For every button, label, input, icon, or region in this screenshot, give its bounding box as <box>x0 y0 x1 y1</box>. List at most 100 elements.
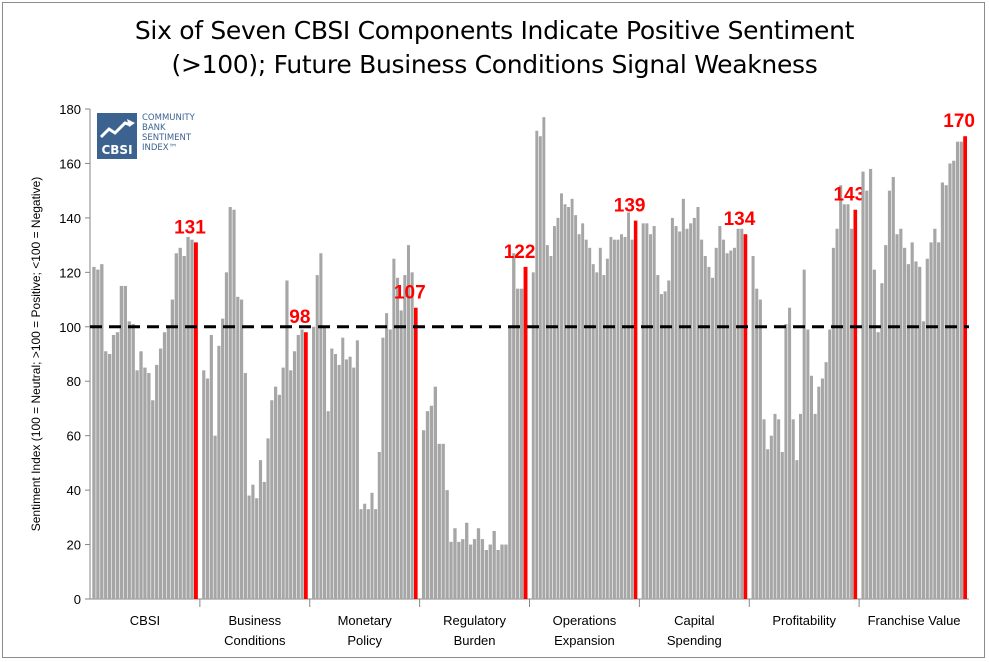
x-category-label: Spending <box>667 633 722 648</box>
bar <box>281 367 285 599</box>
bar <box>929 242 933 599</box>
bar <box>516 288 520 599</box>
bar <box>228 207 232 599</box>
bar <box>205 378 210 599</box>
y-tick-label: 60 <box>67 429 81 444</box>
x-category-label: Capital <box>674 613 715 628</box>
bar <box>300 329 304 599</box>
bar <box>549 256 553 599</box>
logo-mark: CBSI <box>97 113 137 159</box>
bar <box>846 204 850 599</box>
bar <box>111 334 116 599</box>
bar <box>906 264 910 599</box>
bar <box>612 239 616 599</box>
bar <box>123 285 127 599</box>
bar <box>162 332 167 599</box>
bar <box>445 490 449 599</box>
bar <box>388 329 392 599</box>
bar <box>224 272 229 599</box>
x-category-label: Regulatory <box>443 613 506 628</box>
y-tick-label: 120 <box>59 265 81 280</box>
latest-value-label: 98 <box>289 307 310 328</box>
bar <box>876 332 880 599</box>
latest-bar <box>523 266 528 599</box>
bar <box>937 242 941 599</box>
bar <box>588 247 592 600</box>
y-tick-label: 40 <box>67 483 81 498</box>
bar <box>903 247 907 600</box>
bar <box>213 435 217 599</box>
y-tick-label: 0 <box>74 592 81 607</box>
bar <box>251 484 255 599</box>
bar <box>652 226 656 600</box>
bar <box>147 373 151 599</box>
bar <box>352 367 356 599</box>
bar <box>630 239 634 599</box>
y-tick-label: 100 <box>59 320 81 335</box>
bar <box>158 348 163 599</box>
bar <box>453 528 457 599</box>
bar <box>174 253 178 599</box>
bar <box>449 541 453 599</box>
y-tick-label: 80 <box>67 374 81 389</box>
bar <box>190 239 194 599</box>
bar <box>813 413 817 599</box>
bar <box>861 171 865 599</box>
bar <box>232 209 236 599</box>
bar <box>667 280 671 599</box>
bar <box>678 231 682 599</box>
bar <box>762 419 766 599</box>
bar <box>468 544 473 599</box>
bar <box>799 413 803 599</box>
latest-bar <box>853 209 858 599</box>
logo-line: SENTIMENT <box>142 133 192 143</box>
bar <box>925 258 929 599</box>
bar <box>609 236 613 599</box>
bar <box>570 198 574 600</box>
bar <box>100 264 104 599</box>
latest-bar <box>193 242 198 599</box>
bar <box>696 207 700 599</box>
latest-bar <box>303 332 308 599</box>
chart-title: Six of Seven CBSI Components Indicate Po… <box>0 14 989 82</box>
bar <box>817 386 821 599</box>
bar <box>692 217 696 599</box>
bar <box>104 351 108 599</box>
bar <box>641 223 645 600</box>
bar <box>725 253 729 599</box>
bar <box>895 234 899 599</box>
bar <box>620 234 623 599</box>
bar <box>758 299 762 599</box>
bar <box>381 337 385 599</box>
x-category-label: Policy <box>347 633 382 648</box>
latest-value-label: 134 <box>724 209 756 230</box>
bar <box>591 264 595 599</box>
bar <box>944 185 948 599</box>
bar <box>933 228 937 599</box>
bar <box>337 364 341 599</box>
y-axis-label: Sentiment Index (100 = Neutral; >100 = P… <box>29 177 43 532</box>
bar <box>740 228 744 599</box>
bar <box>323 326 327 599</box>
bar <box>605 258 609 599</box>
latest-value-label: 143 <box>833 185 865 206</box>
bar <box>780 452 784 599</box>
logo-line: COMMUNITY <box>142 113 195 123</box>
bar <box>410 272 414 599</box>
bar <box>312 326 316 599</box>
x-category-label: Conditions <box>224 633 286 648</box>
latest-bar <box>743 234 748 599</box>
bar <box>899 228 903 599</box>
bar <box>374 509 378 599</box>
bar <box>236 296 240 599</box>
bar <box>508 326 512 599</box>
bar <box>178 247 182 600</box>
bar <box>330 348 334 599</box>
bar <box>115 332 120 599</box>
bar <box>488 544 492 599</box>
logo-mark-text: CBSI <box>101 143 133 157</box>
bar <box>791 419 795 599</box>
bar <box>344 359 348 599</box>
bar <box>476 528 481 599</box>
bar <box>806 329 810 599</box>
